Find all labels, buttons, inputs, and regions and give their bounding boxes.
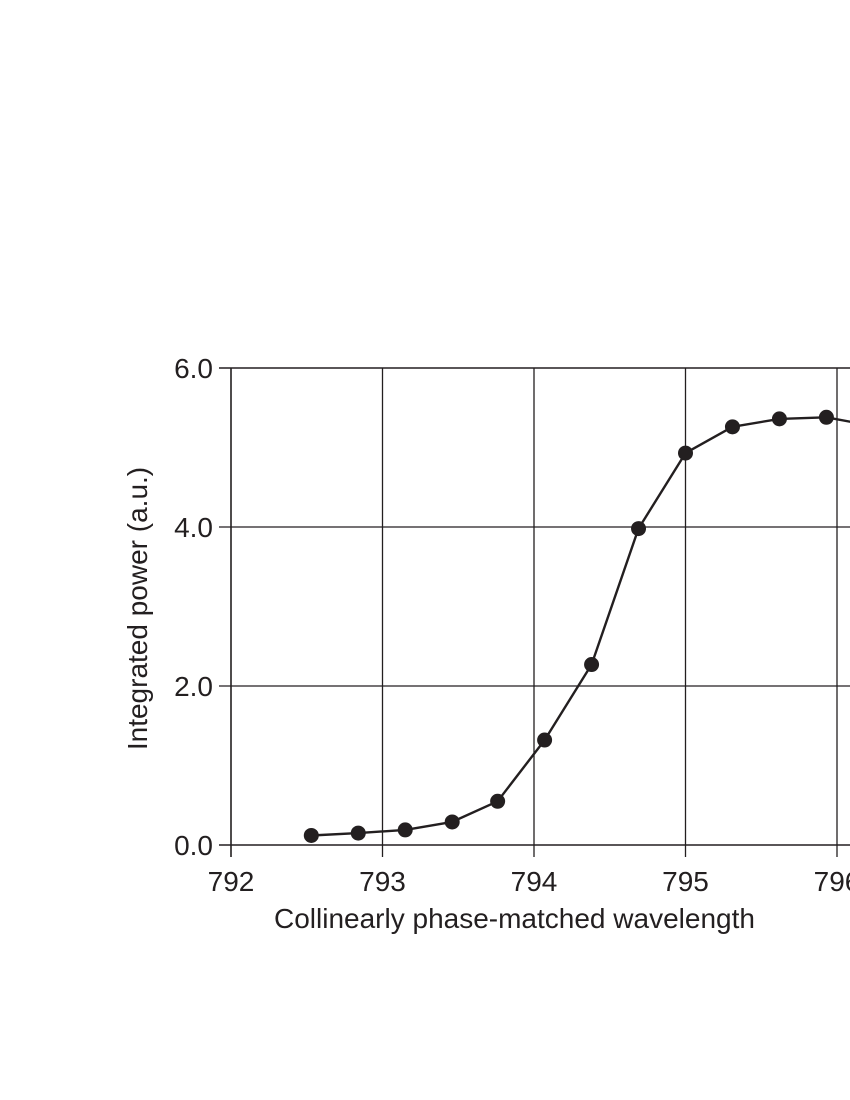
- y-tick-label: 0.0: [174, 830, 213, 861]
- data-point: [771, 411, 787, 427]
- plot-frame: [219, 367, 850, 857]
- x-tick-label: 793: [359, 866, 406, 897]
- x-axis-tick-labels: 792 793 794 795 796: [208, 866, 850, 897]
- data-point: [678, 445, 693, 461]
- y-tick-label: 4.0: [174, 512, 213, 543]
- data-point: [631, 521, 647, 537]
- data-series: [303, 409, 850, 843]
- data-point: [818, 409, 834, 425]
- data-point: [303, 827, 319, 843]
- data-point: [537, 732, 553, 748]
- y-tick-label: 6.0: [174, 353, 213, 384]
- x-tick-label: 795: [662, 866, 709, 897]
- data-point: [350, 825, 366, 841]
- data-point: [490, 793, 506, 809]
- x-axis-title: Collinearly phase-matched wavelength: [274, 903, 755, 934]
- x-tick-label: 796: [814, 866, 850, 897]
- y-axis-tick-labels: 0.0 2.0 4.0 6.0: [174, 353, 213, 861]
- data-point: [397, 822, 413, 838]
- series-line: [311, 416, 850, 837]
- grid-lines: [219, 368, 850, 857]
- x-tick-label: 794: [511, 866, 558, 897]
- x-tick-label: 792: [208, 866, 255, 897]
- data-point: [444, 814, 460, 830]
- data-point: [584, 657, 600, 673]
- data-point: [724, 419, 740, 435]
- y-tick-label: 2.0: [174, 671, 213, 702]
- y-axis-title: Integrated power (a.u.): [122, 467, 153, 750]
